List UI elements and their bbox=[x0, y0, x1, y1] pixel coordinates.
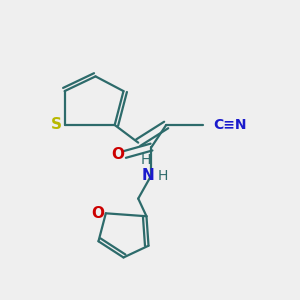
Text: C≡N: C≡N bbox=[213, 118, 247, 132]
Text: O: O bbox=[111, 147, 124, 162]
Text: O: O bbox=[91, 206, 104, 221]
Text: S: S bbox=[51, 118, 62, 133]
Text: H: H bbox=[158, 169, 168, 184]
Text: N: N bbox=[142, 167, 154, 182]
Text: H: H bbox=[140, 153, 151, 167]
